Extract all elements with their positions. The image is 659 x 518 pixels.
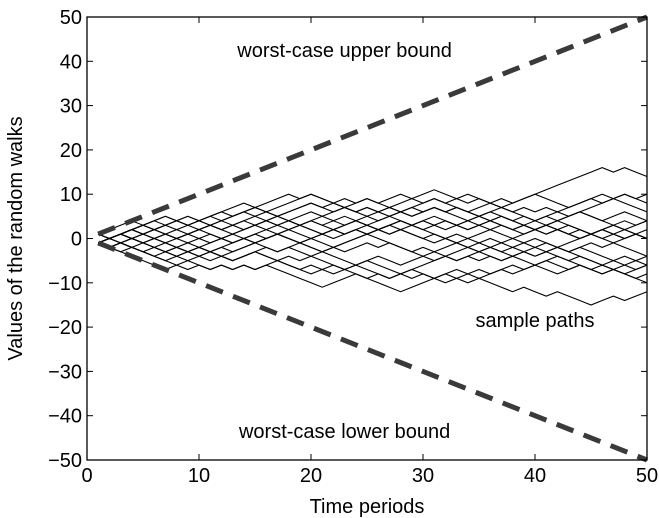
bounds-group (97, 14, 648, 463)
sample-path (97, 233, 648, 279)
y-tick-label: 30 (60, 96, 82, 118)
y-tick-label: −40 (48, 406, 82, 428)
sample-path (97, 193, 648, 244)
sample-path (97, 206, 648, 244)
y-tick-label: 0 (71, 229, 82, 251)
sample-path (97, 233, 648, 275)
y-tick-label: 50 (60, 7, 82, 29)
annotations-group: worst-case upper bound sample paths worst-… (236, 40, 594, 443)
sample-path (97, 233, 648, 279)
y-tick-label: 10 (60, 184, 82, 206)
upper-bound-line (97, 14, 648, 237)
x-tick-label: 0 (81, 465, 92, 487)
sample-path (97, 242, 648, 306)
y-tick-label: 40 (60, 51, 82, 73)
x-tick-label: 10 (188, 465, 210, 487)
annotation-label: worst-case upper bound (236, 40, 452, 62)
lower-bound-line (97, 240, 648, 463)
y-tick-label: −10 (48, 273, 82, 295)
x-tick-label: 50 (636, 465, 658, 487)
x-axis-label: Time periods (310, 496, 425, 518)
y-tick-label: −30 (48, 361, 82, 383)
ticks-group: 0 10 20 30 40 50 −50 −40 −30 −20 −10 0 10 20 30 40 50 (48, 7, 658, 487)
sample-path (97, 220, 648, 279)
annotation-label: sample paths (476, 310, 595, 332)
y-tick-label: 20 (60, 140, 82, 162)
y-tick-label: −20 (48, 317, 82, 339)
sample-path (97, 211, 648, 253)
sample-path (97, 237, 648, 275)
y-axis-label: Values of the random walks (5, 116, 27, 360)
axes-frame (86, 16, 648, 461)
x-tick-label: 40 (524, 465, 546, 487)
annotation-label: worst-case lower bound (238, 421, 450, 443)
y-tick-label: −50 (48, 450, 82, 472)
sample-paths-group (97, 167, 648, 306)
x-tick-label: 30 (412, 465, 434, 487)
x-tick-label: 20 (300, 465, 322, 487)
